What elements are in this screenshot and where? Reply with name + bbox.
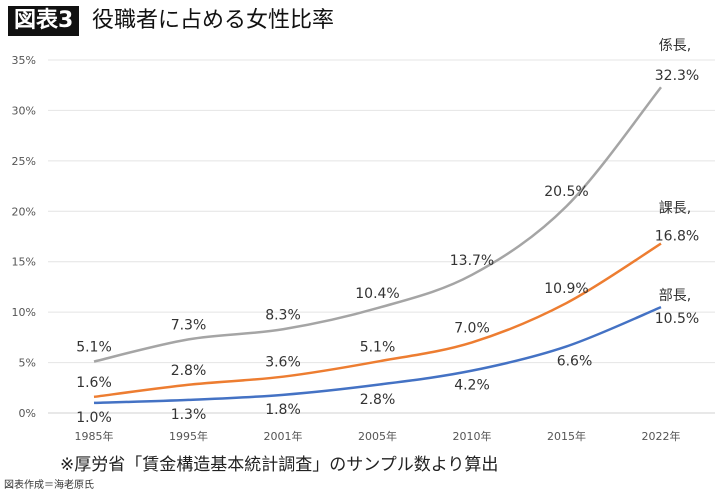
y-tick-label: 0% — [19, 407, 36, 420]
data-label: 10.4% — [355, 286, 399, 302]
y-tick-label: 30% — [12, 104, 36, 117]
x-tick-label: 2010年 — [453, 429, 492, 443]
data-label: 4.2% — [454, 378, 490, 394]
data-label: 1.3% — [171, 407, 207, 423]
data-label: 5.1% — [360, 340, 396, 356]
x-tick-label: 1985年 — [75, 429, 114, 443]
data-label: 7.3% — [171, 317, 207, 333]
figure-badge: 図表3 — [8, 6, 80, 36]
data-label: 16.8% — [655, 229, 699, 245]
x-tick-label: 1995年 — [169, 429, 208, 443]
data-label: 8.3% — [265, 307, 301, 323]
data-label: 20.5% — [544, 184, 588, 200]
data-label: 10.5% — [655, 311, 699, 327]
series-line — [93, 305, 662, 405]
x-tick-label: 2005年 — [358, 429, 397, 443]
series-name-label: 係長, — [659, 38, 691, 54]
data-label: 2.8% — [171, 363, 207, 379]
source-note: ※厚労省「賃金構造基本統計調査」のサンプル数より算出 — [60, 455, 499, 475]
data-label: 1.8% — [265, 402, 301, 418]
series-name-label: 部長, — [659, 288, 691, 304]
series-line — [93, 86, 662, 363]
y-tick-label: 25% — [12, 155, 36, 168]
series-name-label: 課長, — [659, 201, 691, 217]
y-tick-label: 35% — [12, 54, 36, 67]
data-label: 1.6% — [76, 375, 112, 391]
series-line — [93, 242, 662, 399]
x-tick-label: 2022年 — [642, 429, 681, 443]
data-label: 5.1% — [76, 340, 112, 356]
data-label: 13.7% — [450, 253, 494, 269]
y-tick-label: 10% — [12, 306, 36, 319]
data-label: 1.0% — [76, 410, 112, 426]
x-tick-label: 2001年 — [264, 429, 303, 443]
data-label: 7.0% — [454, 320, 490, 336]
y-tick-label: 5% — [19, 357, 36, 370]
data-label: 3.6% — [265, 355, 301, 371]
credit: 図表作成＝海老原氏 — [4, 480, 94, 491]
data-label: 10.9% — [544, 281, 588, 297]
y-tick-label: 20% — [12, 205, 36, 218]
x-tick-label: 2015年 — [547, 429, 586, 443]
y-tick-label: 15% — [12, 256, 36, 269]
data-label: 32.3% — [655, 68, 699, 84]
data-label: 2.8% — [360, 392, 396, 408]
chart-title: 役職者に占める女性比率 — [92, 8, 335, 33]
data-label: 6.6% — [557, 353, 593, 369]
